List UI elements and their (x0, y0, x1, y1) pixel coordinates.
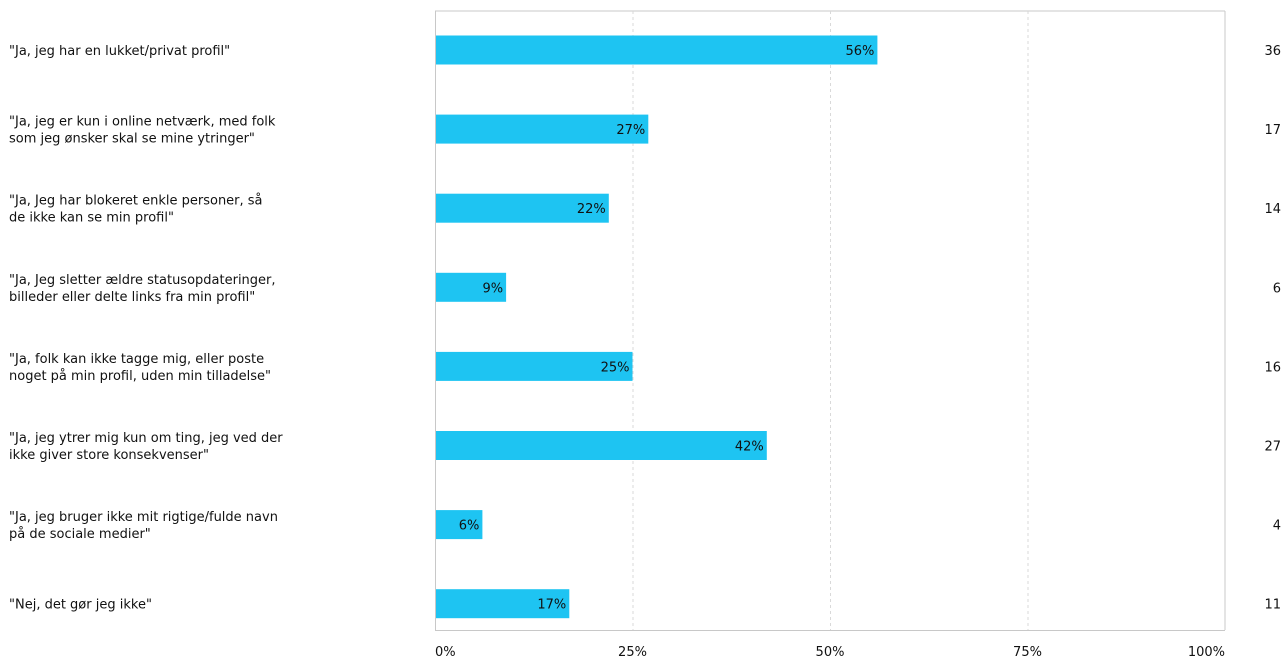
bar (436, 114, 649, 144)
category-label: "Ja, folk kan ikke tagge mig, eller post… (9, 352, 264, 367)
bar (436, 272, 507, 302)
x-tick-label: 25% (618, 645, 647, 660)
category-label: "Ja, jeg ytrer mig kun om ting, jeg ved … (9, 431, 283, 446)
bar-value-label: 9% (482, 281, 503, 296)
bar (436, 589, 570, 619)
category-label: "Nej, det gør jeg ikke" (9, 598, 152, 613)
x-tick-label: 100% (1188, 645, 1225, 660)
bar-value-label: 56% (845, 44, 874, 59)
count-label: 6 (1273, 281, 1281, 296)
count-label: 4 (1273, 519, 1281, 534)
bar-value-label: 25% (601, 360, 630, 375)
bar-value-label: 42% (735, 440, 764, 455)
count-label: 36 (1264, 44, 1281, 59)
count-label: 14 (1264, 202, 1281, 217)
category-label: noget på min profil, uden min tilladelse… (9, 369, 271, 384)
count-label: 11 (1264, 598, 1281, 613)
category-label: på de sociale medier" (9, 527, 151, 542)
category-label: de ikke kan se min profil" (9, 211, 174, 226)
category-label: "Ja, jeg bruger ikke mit rigtige/fulde n… (9, 510, 278, 525)
bar-value-label: 27% (616, 123, 645, 138)
count-label: 17 (1264, 123, 1281, 138)
count-label: 27 (1264, 440, 1281, 455)
category-label: som jeg ønsker skal se mine ytringer" (9, 132, 255, 147)
category-label: "Ja, jeg har en lukket/privat profil" (9, 44, 230, 59)
bar-value-label: 6% (459, 519, 480, 534)
bar-value-label: 22% (577, 202, 606, 217)
bar (436, 351, 633, 381)
count-label: 16 (1264, 360, 1281, 375)
category-label: "Ja, jeg er kun i online netværk, med fo… (9, 115, 276, 130)
bar (436, 35, 878, 65)
bar (436, 431, 767, 460)
bar (436, 193, 609, 223)
x-tick-label: 50% (816, 645, 845, 660)
bar-value-label: 17% (537, 598, 566, 613)
bar (436, 510, 483, 540)
category-label: "Ja, Jeg sletter ældre statusopdateringe… (9, 273, 276, 288)
category-label: ikke giver store konsekvenser" (9, 448, 209, 463)
category-label: "Ja, Jeg har blokeret enkle personer, så (9, 194, 263, 209)
category-label: billeder eller delte links fra min profi… (9, 290, 255, 305)
x-tick-label: 75% (1013, 645, 1042, 660)
x-tick-label: 0% (435, 645, 456, 660)
